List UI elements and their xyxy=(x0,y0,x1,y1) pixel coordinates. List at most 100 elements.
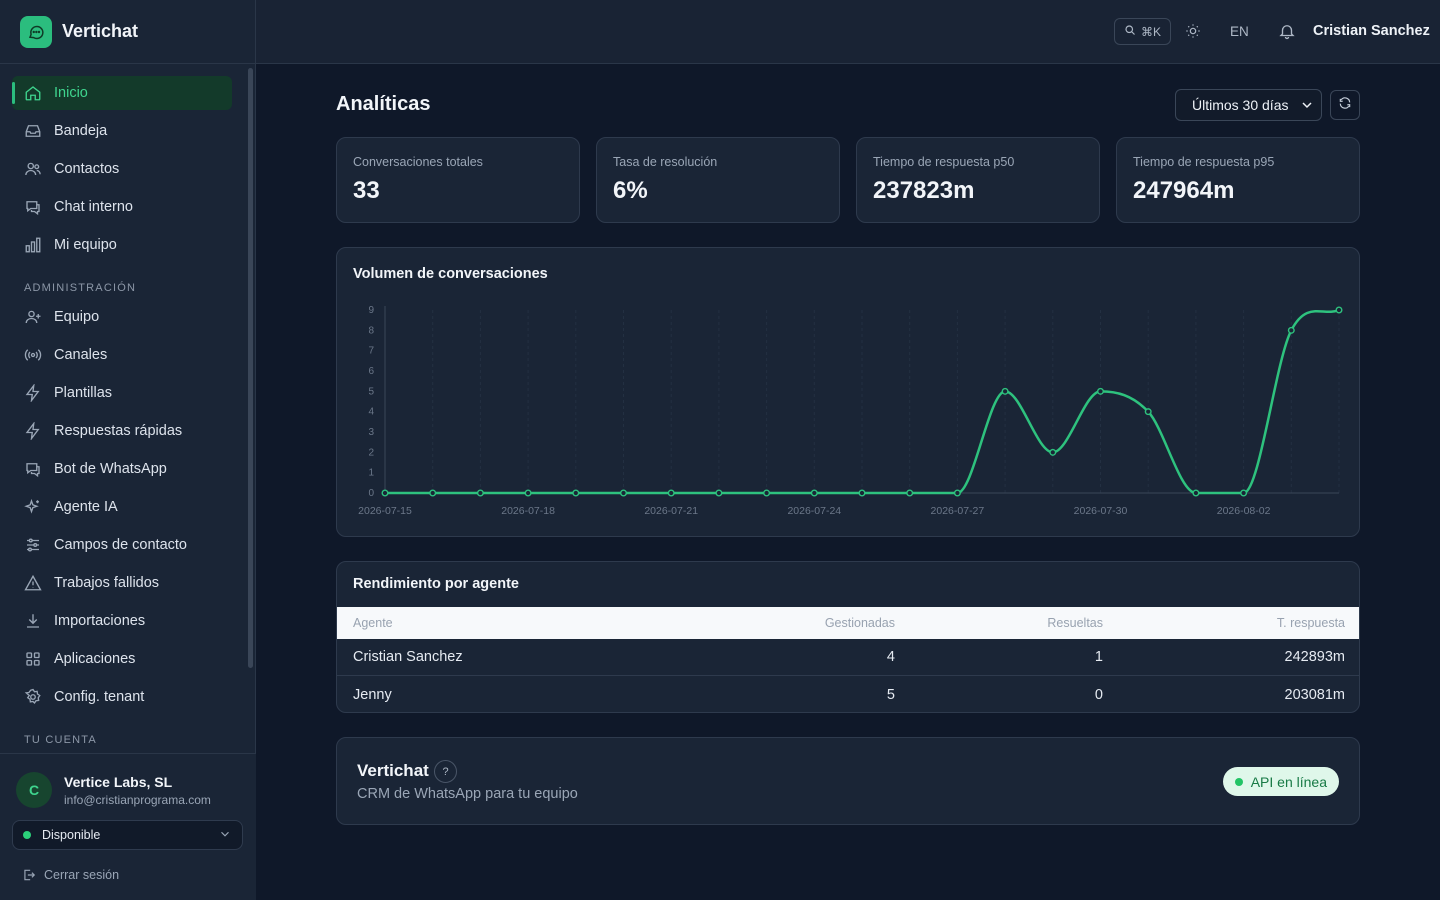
language-toggle[interactable]: EN xyxy=(1230,24,1249,39)
users-icon xyxy=(24,160,42,178)
sparkles-icon xyxy=(24,498,42,516)
stat-card-response-p50: Tiempo de respuesta p50 237823m xyxy=(856,137,1100,223)
sidebar-item-label: Config. tenant xyxy=(54,689,145,705)
sidebar-scrollbar[interactable] xyxy=(248,68,253,668)
status-label: Disponible xyxy=(42,828,101,842)
x-tick-label: 2026-08-02 xyxy=(1217,505,1271,517)
sun-icon[interactable] xyxy=(1185,23,1201,44)
sidebar-nav: Inicio Bandeja Contactos Chat interno Mi… xyxy=(0,64,256,754)
data-point xyxy=(858,489,866,497)
y-tick-label: 4 xyxy=(368,407,374,418)
sidebar-item-label: Plantillas xyxy=(54,385,113,401)
data-point xyxy=(906,489,914,497)
about-subtitle: CRM de WhatsApp para tu equipo xyxy=(357,786,578,802)
conversation-volume-chart: 0 1 2 3 4 5 6 7 8 9 2026-07-15 2026-07-18 2026-07-21… xyxy=(358,305,1343,517)
grid-icon xyxy=(24,650,42,668)
chat-logo-icon xyxy=(20,15,52,48)
stat-value: 6% xyxy=(613,177,648,204)
column-header-response-time[interactable]: T. respuesta xyxy=(1276,616,1345,630)
app-name: Vertichat xyxy=(62,21,139,41)
sidebar-item-label: Respuestas rápidas xyxy=(54,423,183,439)
stat-label: Tiempo de respuesta p50 xyxy=(873,155,1015,169)
sidebar-item-label: Agente IA xyxy=(54,499,118,515)
resolved-count: 0 xyxy=(1094,686,1103,703)
download-icon xyxy=(24,612,42,630)
status-dot xyxy=(23,831,31,839)
handled-count: 5 xyxy=(886,686,895,703)
sidebar-item-label: Equipo xyxy=(54,309,100,325)
sidebar-item-plantillas[interactable]: Plantillas xyxy=(12,376,232,410)
stat-label: Tiempo de respuesta p95 xyxy=(1133,155,1275,169)
sidebar-item-bot-whatsapp[interactable]: Bot de WhatsApp xyxy=(12,452,232,486)
sidebar-item-importaciones[interactable]: Importaciones xyxy=(12,604,232,638)
table-row[interactable]: Cristian Sanchez 4 1 242893m xyxy=(337,639,1359,676)
account-summary[interactable]: C Vertice Labs, SL info@cristianprograma… xyxy=(0,754,256,808)
y-tick-label: 3 xyxy=(368,427,374,438)
sidebar-item-label: Importaciones xyxy=(54,613,146,629)
sidebar-item-mi-equipo[interactable]: Mi equipo xyxy=(12,228,232,262)
x-tick-label: 2026-07-30 xyxy=(1074,505,1128,517)
chat-icon xyxy=(24,198,42,216)
stat-card-resolution-rate: Tasa de resolución 6% xyxy=(596,137,840,223)
y-tick-label: 8 xyxy=(368,325,374,336)
inbox-icon xyxy=(24,122,42,140)
sidebar: Vertichat Inicio Bandeja Contactos Chat … xyxy=(0,0,256,900)
column-header-resolved[interactable]: Resueltas xyxy=(1047,616,1103,630)
handled-count: 4 xyxy=(886,649,895,665)
data-point xyxy=(429,489,437,497)
sidebar-item-canales[interactable]: Canales xyxy=(12,338,232,372)
y-tick-label: 1 xyxy=(368,468,374,479)
sidebar-item-agente-ia[interactable]: Agente IA xyxy=(12,490,232,524)
help-icon[interactable]: ? xyxy=(434,760,457,783)
stat-value: 33 xyxy=(353,177,380,204)
sidebar-item-bandeja[interactable]: Bandeja xyxy=(12,114,232,148)
x-tick-label: 2026-07-21 xyxy=(644,505,698,517)
table-row[interactable]: Jenny 5 0 203081m xyxy=(337,676,1359,712)
sidebar-item-label: Aplicaciones xyxy=(54,651,136,667)
sidebar-item-contactos[interactable]: Contactos xyxy=(12,152,232,186)
api-status-badge: API en línea xyxy=(1222,767,1339,796)
brand[interactable]: Vertichat xyxy=(0,0,255,64)
data-point xyxy=(1335,306,1343,314)
user-menu[interactable]: Cristian Sanchez xyxy=(1313,23,1430,39)
response-time: 242893m xyxy=(1284,649,1345,665)
x-tick-label: 2026-07-15 xyxy=(358,505,412,517)
sidebar-item-config-tenant[interactable]: Config. tenant xyxy=(12,680,232,714)
sidebar-item-respuestas-rapidas[interactable]: Respuestas rápidas xyxy=(12,414,232,448)
y-tick-label: 9 xyxy=(368,305,374,316)
stat-value: 237823m xyxy=(873,177,975,204)
page-title: Analíticas xyxy=(336,93,431,115)
column-header-agent[interactable]: Agente xyxy=(353,616,393,630)
about-title: Vertichat xyxy=(357,761,429,780)
agent-name: Cristian Sanchez xyxy=(353,649,463,665)
data-point xyxy=(1287,326,1295,334)
logout-icon xyxy=(22,868,36,882)
warning-icon xyxy=(24,574,42,592)
sidebar-item-equipo[interactable]: Equipo xyxy=(12,300,232,334)
data-point xyxy=(1097,387,1105,395)
chevron-down-icon xyxy=(1299,97,1315,116)
sidebar-item-trabajos-fallidos[interactable]: Trabajos fallidos xyxy=(12,566,232,600)
stat-card-response-p95: Tiempo de respuesta p95 247964m xyxy=(1116,137,1360,223)
search-button[interactable]: ⌘K xyxy=(1114,18,1171,45)
conversation-volume-chart-card: 0 1 2 3 4 5 6 7 8 9 2026-07-15 2026-07-18 2026-07-21… xyxy=(336,247,1360,537)
data-point xyxy=(715,489,723,497)
sidebar-item-chat-interno[interactable]: Chat interno xyxy=(12,190,232,224)
refresh-button[interactable] xyxy=(1330,90,1360,120)
table-header: Agente Gestionadas Resueltas T. respuest… xyxy=(337,607,1359,639)
data-point xyxy=(953,489,961,497)
agent-name: Jenny xyxy=(353,686,392,703)
date-range-select[interactable]: Últimos 30 días xyxy=(1175,89,1322,121)
status-select[interactable]: Disponible xyxy=(12,820,243,850)
column-header-handled[interactable]: Gestionadas xyxy=(824,616,895,630)
x-tick-label: 2026-07-24 xyxy=(787,505,841,517)
sidebar-item-inicio[interactable]: Inicio xyxy=(12,76,232,110)
bell-icon[interactable] xyxy=(1278,22,1296,45)
user-plus-icon xyxy=(24,308,42,326)
logout-button[interactable]: Cerrar sesión xyxy=(0,850,256,882)
bolt-icon xyxy=(24,422,42,440)
sidebar-item-campos-contacto[interactable]: Campos de contacto xyxy=(12,528,232,562)
y-tick-label: 6 xyxy=(368,366,374,377)
sidebar-item-aplicaciones[interactable]: Aplicaciones xyxy=(12,642,232,676)
y-tick-label: 0 xyxy=(368,488,374,499)
